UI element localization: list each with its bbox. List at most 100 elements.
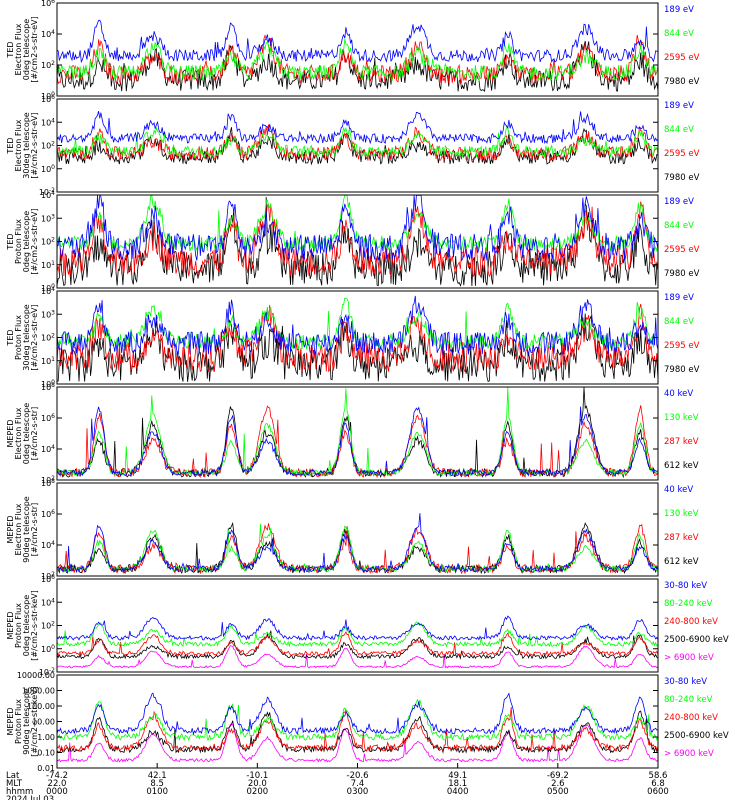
y-tick-label: 103 [41,309,55,319]
legend-entry: 2595 eV [664,245,700,255]
y-axis-label: Proton Flux [14,315,23,360]
panel-3: 100 101 102 103 104 TED Proton Flux 0deg telesc… [6,190,700,293]
x-tick-label-hhmm: 0600 [647,787,669,797]
y-axis-label: TED [6,41,15,58]
y-axis-label: [#/cm2-s-str-eV] [30,304,39,370]
y-axis-label: [#/cm2-s-str] [30,407,39,460]
y-tick-label: 102 [41,333,55,343]
x-tick-label-mlt: 6.8 [651,779,665,789]
legend-entry: 80-240 keV [664,599,713,609]
legend-entry: 130 keV [664,413,699,423]
y-tick-label: 1000.00 [22,687,55,696]
legend-entry: > 6900 keV [664,749,714,759]
y-axis-label: 90deg telescope [22,688,31,755]
series-line-2-4 [56,111,659,145]
legend-entry: 844 eV [664,125,694,135]
series-line-8-1 [56,723,659,763]
legend-entry: > 6900 keV [664,653,714,663]
legend-entry: 287 keV [664,437,699,447]
panel-2: 10-2 100 102 104 106 TED Electron Flux 30deg te… [6,94,700,197]
y-axis-label: MEPED [6,420,15,448]
series-line-1-4 [56,19,659,64]
series-line-6-4 [56,513,659,573]
y-tick-label: 10-2 [39,667,55,677]
series-line-4-4 [56,295,659,356]
y-tick-label: 108 [41,382,55,392]
series-line-4-3 [56,297,659,350]
series-line-8-5 [56,692,659,736]
y-axis-label: MEPED [6,516,15,544]
legend-entry: 240-800 keV [664,617,718,627]
series-line-7-2 [56,630,659,660]
legend-entry: 2500-6900 keV [664,731,729,741]
y-axis-label: [#/cm2-s-str-keV] [30,590,39,661]
y-axis-label: 30deg telescope [22,304,31,371]
panel-frame [56,2,659,97]
y-axis-label: 0deg telescope [22,211,31,272]
panel-5: 102 104 106 108 MEPED Electron Flux 0deg teles… [6,382,699,485]
series-line-6-3 [56,523,659,573]
legend-entry: 7980 eV [664,365,700,375]
y-tick-label: 104 [41,540,55,550]
x-tick-label-mlt: 22.0 [48,779,67,789]
y-tick-label: 100 [41,283,55,293]
y-axis-label: MEPED [6,708,15,736]
x-tick-label-mlt: 18.1 [448,779,467,789]
x-tick-label-hhmm: 0200 [247,787,269,797]
y-tick-label: 102 [41,60,55,70]
series-line-1-2 [56,34,659,85]
legend-entry: 844 eV [664,29,694,39]
x-tick-label-hhmm: 0500 [547,787,569,797]
y-tick-label: 106 [41,413,55,423]
legend-entry: 7980 eV [664,269,700,279]
series-line-7-1 [56,645,659,669]
series-line-7-4 [56,621,659,648]
series-line-8-3 [56,706,659,753]
legend-entry: 7980 eV [664,173,700,183]
x-tick-label-lat: -69.2 [547,771,569,781]
y-axis-label: TED [6,329,15,346]
series-line-3-3 [56,194,659,253]
y-axis-label: [#/cm2-s-str-eV] [30,208,39,274]
x-tick-label-hhmm: 0400 [447,787,469,797]
legend-entry: 2595 eV [664,341,700,351]
x-tick-label-mlt: 7.4 [351,779,365,789]
legend-entry: 30-80 keV [664,677,707,687]
y-axis-label: Electron Flux [14,119,23,171]
legend-entry: 189 eV [664,5,694,15]
x-row-label: MLT [6,779,23,789]
series-line-5-2 [56,405,659,479]
series-line-3-1 [56,196,659,287]
series-line-2-3 [56,125,659,159]
y-tick-label: 100.00 [27,702,55,711]
series-line-5-1 [56,387,658,479]
x-tick-label-mlt: 2.6 [551,779,565,789]
x-tick-label-mlt: 8.5 [150,779,164,789]
legend-entry: 844 eV [664,317,694,327]
y-tick-label: 100 [41,164,55,174]
y-axis-label: TED [6,137,15,154]
y-axis-label: Electron Flux [14,503,23,555]
legend-entry: 130 keV [664,509,699,519]
x-tick-label-lat: -10.1 [246,771,268,781]
x-tick-label-lat: 58.6 [649,771,668,781]
x-row-label: hhmm [6,787,33,797]
series-line-7-3 [56,631,659,657]
panel-frame [56,674,659,769]
x-row-label: 2024 Jul 03 [6,795,54,800]
panel-4: 100 101 102 103 104 TED Proton Flux 30deg teles… [6,286,700,389]
panel-7: 10-2 100 102 104 106 MEPED Proton Flux 0deg tel… [6,574,729,677]
x-tick-label-lat: 49.1 [448,771,467,781]
legend-entry: 287 keV [664,533,699,543]
x-row-label: Lat [6,771,20,781]
y-axis-label: [#/cm2-s-str] [30,503,39,556]
series-line-5-3 [56,387,659,478]
x-tick-label-mlt: 20.0 [248,779,267,789]
panel-6: 102 104 106 108 MEPED Electron Flux 90deg tele… [6,478,699,581]
legend-entry: 612 keV [664,557,699,567]
legend-entry: 844 eV [664,221,694,231]
y-axis-label: [#/cm2-s-str-eV] [30,112,39,178]
